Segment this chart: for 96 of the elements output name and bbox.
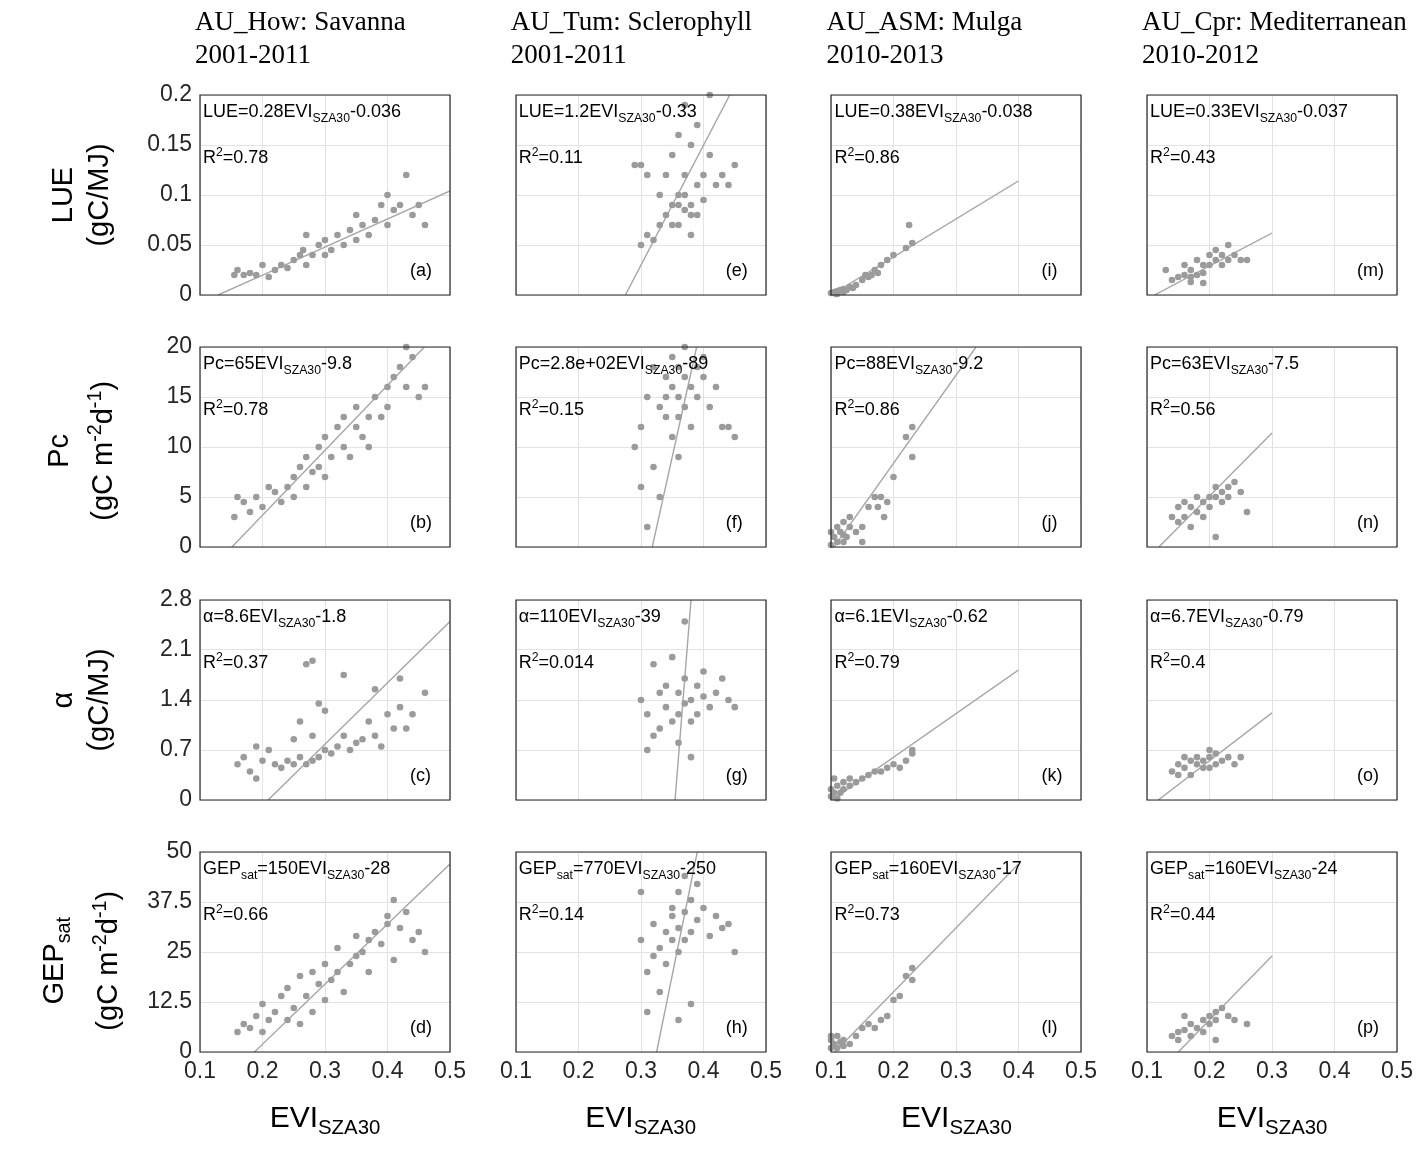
y-tick-label: 0 [179,280,192,307]
y-tick-label: 2.1 [160,634,192,661]
y-axis-title: α (gC/MJ) [45,647,115,754]
annotation: R$^{2}$=0.11 [518,144,583,168]
x-tick-label: 0.3 [309,1056,341,1083]
y-tick-label: 0 [179,784,192,811]
annotation: α=6.1EVI$_{SZA30}$-0.62 [834,604,988,632]
x-tick-label: 0.1 [815,1056,848,1083]
annotation: GEP$_{sat}$=160EVI$_{SZA30}$-24 [1150,856,1338,884]
annotation: (n) [1357,511,1380,534]
x-tick-label: 0.3 [940,1056,973,1083]
annotation: α=110EVI$_{SZA30}$-39 [518,604,661,632]
y-tick-label: 5 [179,482,192,509]
annotation: (e) [725,259,748,281]
annotation: R$^{2}$=0.86 [834,144,900,168]
annotation: (i) [1041,259,1058,281]
annotation: R$^{2}$=0.73 [834,900,900,925]
annotation: R$^{2}$=0.86 [834,396,900,421]
x-tick-label: 0.1 [499,1056,532,1083]
annotation: R$^{2}$=0.66 [203,900,269,925]
x-tick-label: 0.2 [1193,1056,1226,1083]
annotation: (p) [1357,1015,1380,1038]
annotation: (d) [410,1015,432,1038]
y-tick-label: 0.05 [147,230,192,257]
annotation: R$^{2}$=0.79 [834,648,900,673]
annotation: (o) [1357,763,1380,786]
annotation: R$^{2}$=0.44 [1150,900,1216,925]
x-tick-label: 0.2 [562,1056,595,1083]
annotation: GEP$_{sat}$=160EVI$_{SZA30}$-17 [834,856,1022,884]
annotation: (l) [1041,1015,1058,1038]
annotation: (m) [1357,259,1385,281]
x-tick-label: 0.5 [1381,1056,1414,1083]
y-tick-label: 0 [179,532,192,559]
annotation: (g) [725,763,748,786]
x-axis-title: EVI$_{SZA30}$ [268,1099,382,1139]
y-tick-label: 0.15 [147,130,192,157]
chart-title: AU_How: Savanna 2001-2011 [195,5,406,71]
annotation: (a) [410,259,432,281]
annotation: Pc=2.8e+02EVI$_{SZA30}$-89 [518,352,709,379]
y-tick-label: 15 [166,382,192,409]
x-axis-title: EVI$_{SZA30}$ [1215,1099,1329,1139]
annotation: (c) [410,763,431,786]
x-tick-label: 0.5 [434,1056,466,1083]
y-tick-label: 12.5 [147,987,192,1014]
annotation: R$^{2}$=0.4 [1150,648,1206,673]
x-axis-title: EVI$_{SZA30}$ [584,1099,698,1139]
x-tick-label: 0.4 [687,1056,720,1083]
annotation: LUE=0.33EVI$_{SZA30}$-0.037 [1150,100,1349,127]
annotation: Pc=88EVI$_{SZA30}$-9.2 [834,352,984,379]
annotation: (b) [410,511,432,534]
annotation: (k) [1041,763,1063,786]
annotation: R$^{2}$=0.56 [1150,396,1216,421]
y-tick-label: 1.4 [160,684,193,711]
chart-title: AU_ASM: Mulga 2010-2013 [826,5,1023,71]
annotation: LUE=0.38EVI$_{SZA30}$-0.038 [834,100,1033,127]
chart-title: AU_Tum: Sclerophyll 2001-2011 [510,5,752,71]
annotation: R$^{2}$=0.78 [203,144,269,168]
x-tick-label: 0.2 [877,1056,910,1083]
annotation: Pc=65EVI$_{SZA30}$-9.8 [203,352,352,379]
x-tick-label: 0.1 [1131,1056,1164,1083]
y-tick-label: 20 [166,332,192,359]
annotation: GEP$_{sat}$=150EVI$_{SZA30}$-28 [203,856,391,884]
y-axis-title: LUE (gC/MJ) [45,142,115,249]
x-tick-label: 0.4 [1318,1056,1351,1083]
chart-title: AU_Cpr: Mediterranean 2010-2012 [1142,5,1407,71]
x-tick-label: 0.3 [624,1056,657,1083]
annotation: LUE=1.2EVI$_{SZA30}$-0.33 [518,100,697,127]
x-tick-label: 0.5 [1065,1056,1098,1083]
y-tick-label: 2.8 [160,584,192,611]
annotation: (h) [725,1015,748,1038]
annotation: LUE=0.28EVI$_{SZA30}$-0.036 [203,100,402,127]
annotation: (j) [1041,511,1058,534]
y-tick-label: 37.5 [147,887,192,914]
annotation: R$^{2}$=0.014 [518,648,595,673]
x-tick-label: 0.2 [246,1056,279,1083]
x-tick-label: 0.5 [749,1056,782,1083]
x-tick-label: 0.4 [1002,1056,1036,1083]
x-tick-label: 0.3 [1256,1056,1289,1083]
y-tick-label: 10 [166,432,192,459]
annotation: α=8.6EVI$_{SZA30}$-1.8 [203,604,347,632]
y-tick-label: 0.7 [160,734,192,761]
annotation: Pc=63EVI$_{SZA30}$-7.5 [1150,352,1300,379]
y-tick-label: 50 [166,837,192,864]
x-axis-title: EVI$_{SZA30}$ [900,1099,1013,1139]
annotation: α=6.7EVI$_{SZA30}$-0.79 [1150,604,1304,632]
annotation: GEP$_{sat}$=770EVI$_{SZA30}$-250 [518,856,717,884]
annotation: R$^{2}$=0.43 [1150,144,1216,168]
annotation: R$^{2}$=0.78 [203,396,269,421]
x-tick-label: 0.4 [371,1056,404,1083]
annotation: R$^{2}$=0.37 [203,648,269,673]
annotation: R$^{2}$=0.15 [518,396,585,421]
annotation: R$^{2}$=0.14 [518,900,585,925]
y-tick-label: 0.1 [160,180,192,207]
annotation: (f) [725,511,743,534]
y-tick-label: 25 [166,937,192,964]
y-tick-label: 0.2 [160,80,192,107]
